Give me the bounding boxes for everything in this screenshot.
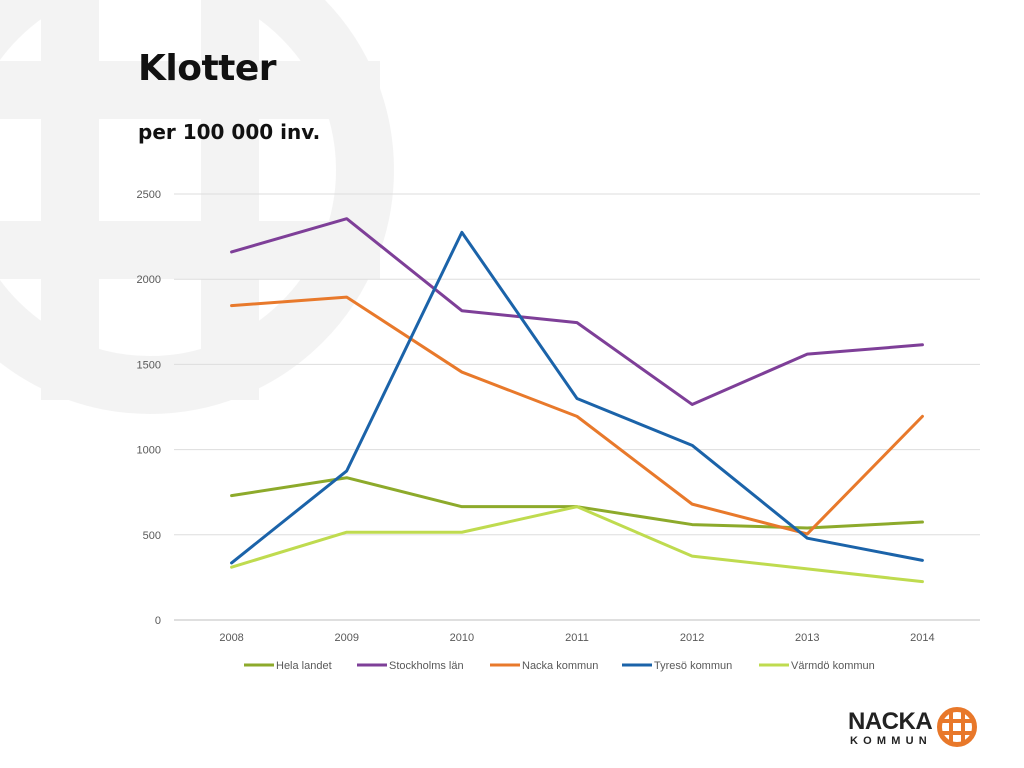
nacka-logo: NACKA KOMMUN <box>846 706 978 752</box>
x-tick-label: 2009 <box>334 632 358 644</box>
y-tick-label: 0 <box>155 615 161 627</box>
legend-label: Hela landet <box>276 660 332 672</box>
page-title: Klotter <box>138 48 277 89</box>
legend-label: Stockholms län <box>389 660 464 672</box>
y-tick-label: 500 <box>143 530 161 542</box>
x-tick-label: 2011 <box>565 632 589 644</box>
line-chart: 0 500 1000 1500 2000 2500 2008 2009 2010 2011 2012… <box>137 189 980 672</box>
legend-label: Värmdö kommun <box>791 660 875 672</box>
nacka-emblem-icon <box>937 707 977 747</box>
page-subtitle: per 100 000 inv. <box>138 120 321 144</box>
y-tick-label: 2000 <box>137 274 161 286</box>
legend-label: Tyresö kommun <box>654 660 732 672</box>
x-tick-label: 2010 <box>450 632 474 644</box>
y-tick-label: 2500 <box>137 189 161 201</box>
x-tick-label: 2012 <box>680 632 704 644</box>
series-line-värmdö-kommun <box>230 505 924 584</box>
x-tick-label: 2008 <box>219 632 243 644</box>
x-tick-label: 2014 <box>910 632 934 644</box>
y-tick-label: 1000 <box>137 445 161 457</box>
background-watermark-logo <box>0 0 394 414</box>
legend-label: Nacka kommun <box>522 660 598 672</box>
logo-text-bottom: KOMMUN <box>850 735 932 747</box>
y-tick-label: 1500 <box>137 359 161 371</box>
logo-text-top: NACKA <box>848 708 933 735</box>
series-line-nacka-kommun <box>230 295 924 536</box>
series-line-tyresö-kommun <box>230 230 924 565</box>
x-tick-label: 2013 <box>795 632 819 644</box>
series-line-stockholms-län <box>230 217 924 406</box>
